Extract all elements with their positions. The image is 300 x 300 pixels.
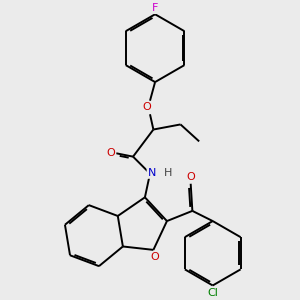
Text: O: O [151, 252, 160, 262]
Text: O: O [186, 172, 195, 182]
Text: O: O [106, 148, 116, 158]
Text: F: F [152, 3, 158, 13]
Text: N: N [148, 168, 156, 178]
Text: O: O [142, 103, 151, 112]
Text: H: H [164, 168, 172, 178]
Text: Cl: Cl [207, 288, 218, 298]
